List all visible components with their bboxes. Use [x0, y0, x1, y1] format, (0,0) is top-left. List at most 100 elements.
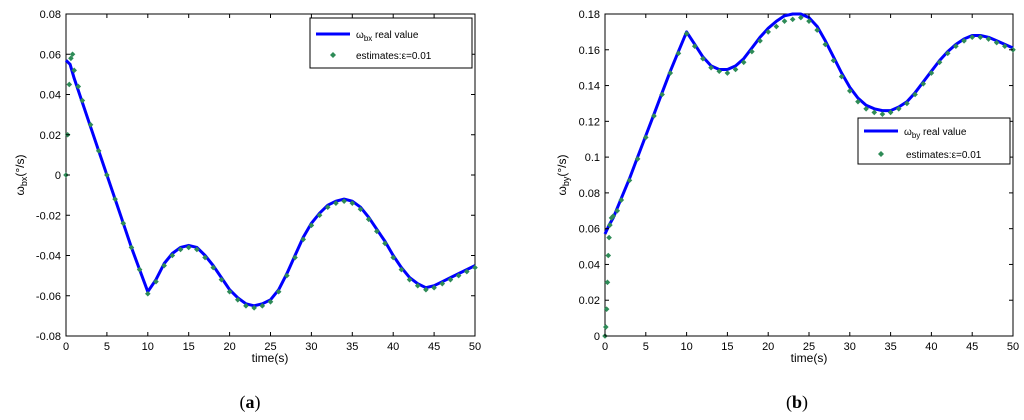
y-tick-label: 0.12: [579, 116, 600, 128]
estimate-point: [316, 212, 323, 219]
estimate-point: [732, 66, 739, 73]
estimate-point: [953, 43, 959, 49]
estimate-point: [382, 240, 388, 247]
x-tick-label: 15: [183, 341, 195, 353]
estimate-point: [71, 67, 77, 74]
x-tick-label: 45: [428, 341, 440, 353]
y-tick-label: -0.02: [36, 210, 61, 222]
estimate-point: [765, 29, 771, 35]
estimate-point: [691, 43, 698, 49]
estimate-point: [153, 278, 159, 285]
legend-entry-real-b: ωby real value: [904, 127, 967, 140]
x-tick-label: 0: [602, 341, 608, 353]
estimate-point: [333, 200, 339, 206]
estimate-point: [606, 234, 612, 241]
estimate-point: [447, 276, 454, 283]
estimate-point: [838, 73, 845, 80]
estimate-point: [431, 284, 437, 291]
y-label-symbol: ω: [555, 186, 569, 195]
estimate-point: [708, 64, 714, 71]
legend-marker-swatch-b: [878, 151, 884, 157]
x-tick-label: 35: [884, 341, 896, 353]
x-tick-label: 10: [680, 341, 692, 353]
estimate-point: [740, 59, 747, 66]
y-axis-label-a: ωbx(°/s): [13, 154, 29, 195]
chart-panel-a: 0 5 10 15 20 25 30 35 40 45 50 -0.08-0.06-0.04-0.0…: [13, 9, 481, 413]
estimate-point: [177, 246, 184, 253]
x-tick-label: 5: [104, 341, 110, 353]
legend-entry-estimates-b: estimates:ε=0.01: [906, 150, 982, 161]
x-axis-label-b: time(s): [791, 351, 828, 365]
y-tick-label: -0.06: [36, 291, 61, 303]
estimate-point: [936, 59, 943, 66]
y-label-subscript: bx: [19, 176, 29, 186]
estimate-point: [871, 109, 878, 116]
estimate-point: [904, 100, 910, 107]
estimate-point: [120, 220, 127, 227]
x-tick-label: 50: [469, 341, 481, 353]
estimate-point: [614, 207, 621, 214]
y-tick-label: 0.14: [579, 81, 600, 93]
estimate-point: [603, 324, 609, 330]
y-label-symbol: ω: [13, 186, 27, 195]
estimate-point: [292, 254, 298, 261]
real-value-line: [64, 59, 476, 308]
estimate-point: [472, 264, 478, 271]
estimate-point: [659, 91, 665, 98]
estimate-point: [161, 262, 167, 269]
estimate-point: [243, 303, 249, 309]
x-tick-label: 25: [803, 341, 815, 353]
x-tick-label: 50: [1007, 341, 1019, 353]
estimate-point: [365, 216, 372, 223]
y-tick-label: 0.02: [40, 130, 61, 142]
x-axis-ticks-b: 0 5 10 15 20 25 30 35 40 45 50: [602, 14, 1019, 353]
estimate-point: [324, 204, 331, 210]
estimate-point: [300, 236, 307, 243]
estimate-point: [357, 206, 364, 213]
panel-label-b: (b): [786, 392, 808, 413]
estimate-point: [604, 279, 611, 286]
y-tick-label: 0.04: [579, 259, 600, 271]
estimate-point: [863, 106, 869, 112]
estimate-point: [169, 252, 176, 259]
estimate-point: [675, 50, 682, 57]
estimate-point: [66, 81, 73, 88]
series-estimates-b: [602, 14, 1016, 339]
estimate-point: [226, 288, 233, 295]
estimate-point: [773, 23, 780, 30]
estimate-point: [895, 106, 902, 112]
estimate-point: [79, 97, 86, 104]
y-label-unit: (°/s): [555, 154, 569, 176]
y-tick-label: -0.04: [36, 251, 61, 263]
estimate-point: [928, 70, 935, 76]
series-estimates-a: [63, 51, 478, 311]
estimate-point: [455, 272, 462, 279]
legend-box-a: [309, 17, 473, 69]
legend-b: ωby real value estimates:ε=0.01: [857, 117, 1011, 165]
legend-marker-swatch-a: [330, 52, 336, 58]
x-tick-label: 10: [142, 341, 154, 353]
series-real-value-a: [64, 59, 476, 308]
y-tick-label: 0.1: [585, 152, 600, 164]
estimate-point: [390, 254, 396, 261]
estimate-point: [341, 198, 347, 204]
estimate-point: [912, 91, 918, 98]
estimate-point: [267, 298, 274, 305]
estimate-point: [423, 286, 429, 293]
estimate-point: [136, 266, 143, 273]
estimate-point: [68, 55, 74, 62]
x-tick-label: 30: [305, 341, 317, 353]
estimate-point: [398, 266, 405, 273]
estimate-point: [781, 18, 788, 24]
estimate-point: [716, 68, 723, 75]
plot-area-b: [604, 13, 1014, 337]
y-tick-label: 0: [594, 331, 600, 343]
estimate-point: [651, 113, 657, 119]
estimate-point: [847, 88, 853, 94]
estimate-point: [439, 280, 446, 287]
estimate-point: [194, 246, 200, 253]
estimate-point: [855, 98, 861, 105]
x-tick-label: 25: [264, 341, 276, 353]
estimate-point: [145, 290, 151, 297]
x-tick-label: 35: [346, 341, 358, 353]
